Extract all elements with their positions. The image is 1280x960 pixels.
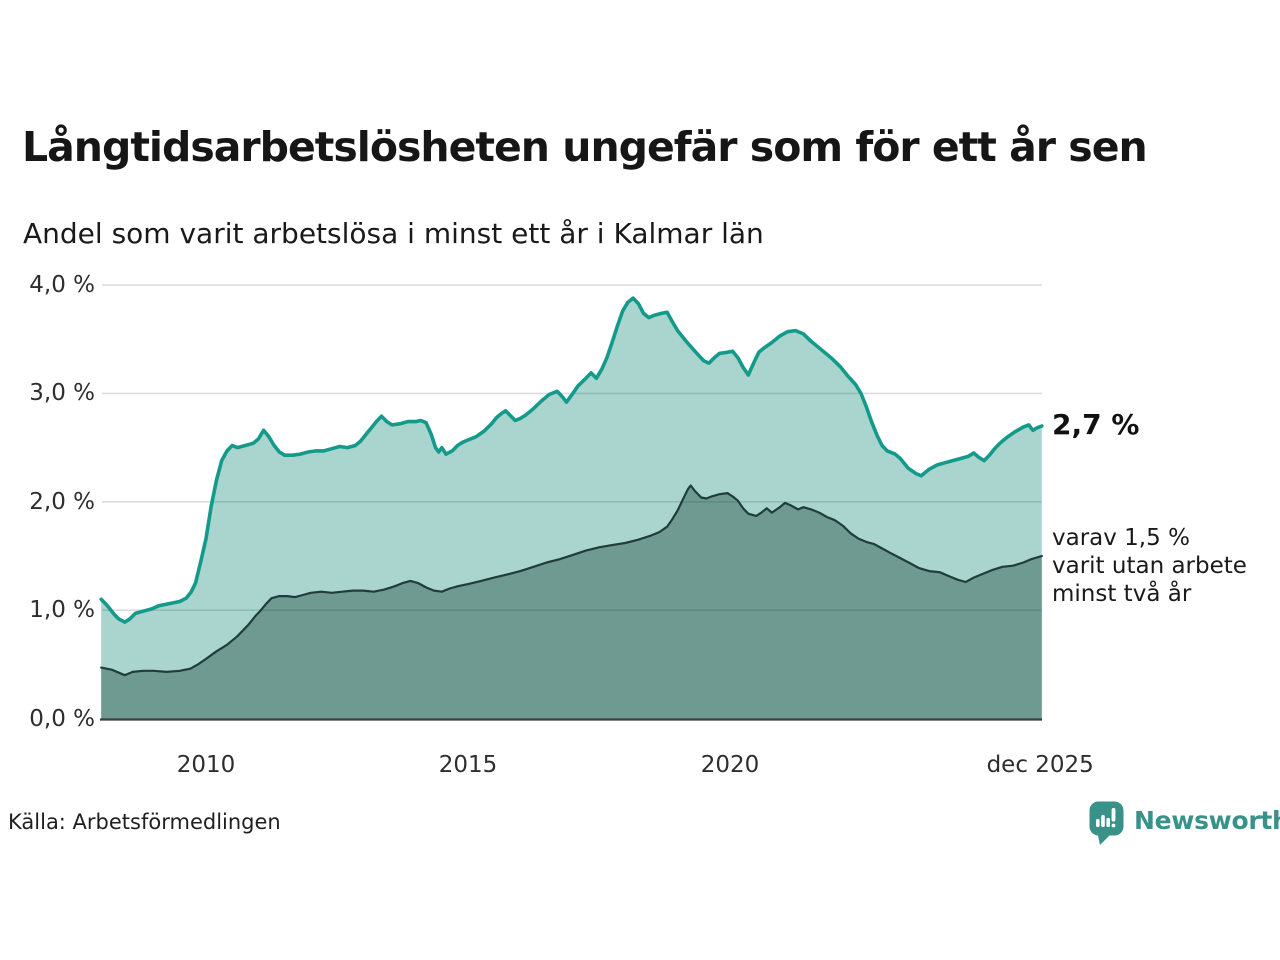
y-axis-label: 1,0 % — [29, 597, 95, 624]
x-axis-label: 2010 — [176, 752, 236, 778]
y-axis-label: 2,0 % — [29, 488, 95, 515]
source-note: Källa: Arbetsförmedlingen — [8, 810, 281, 834]
x-axis-label: 2020 — [700, 752, 760, 778]
annotation-line: varit utan arbete — [1052, 553, 1247, 579]
newsworthy-wordmark: Newsworthy — [1134, 805, 1280, 835]
x-axis-label: 2015 — [438, 752, 498, 778]
end-value-label-secondary: varav 1,5 % varit utan arbete minst två … — [1052, 524, 1247, 608]
page-title: Långtidsarbetslösheten ungefär som för e… — [22, 123, 1148, 171]
newsworthy-logo: Newsworthy — [1088, 800, 1280, 846]
y-axis-label: 4,0 % — [29, 272, 95, 299]
x-axis-label: dec 2025 — [986, 752, 1094, 778]
y-axis-label: 3,0 % — [29, 380, 95, 407]
page-subtitle: Andel som varit arbetslösa i minst ett å… — [23, 217, 764, 250]
annotation-line: varav 1,5 % — [1052, 525, 1190, 551]
end-value-label-total: 2,7 % — [1052, 408, 1140, 441]
annotation-line: minst två år — [1052, 581, 1192, 607]
y-axis-label: 0,0 % — [29, 705, 95, 732]
newsworthy-logo-icon — [1089, 801, 1124, 845]
